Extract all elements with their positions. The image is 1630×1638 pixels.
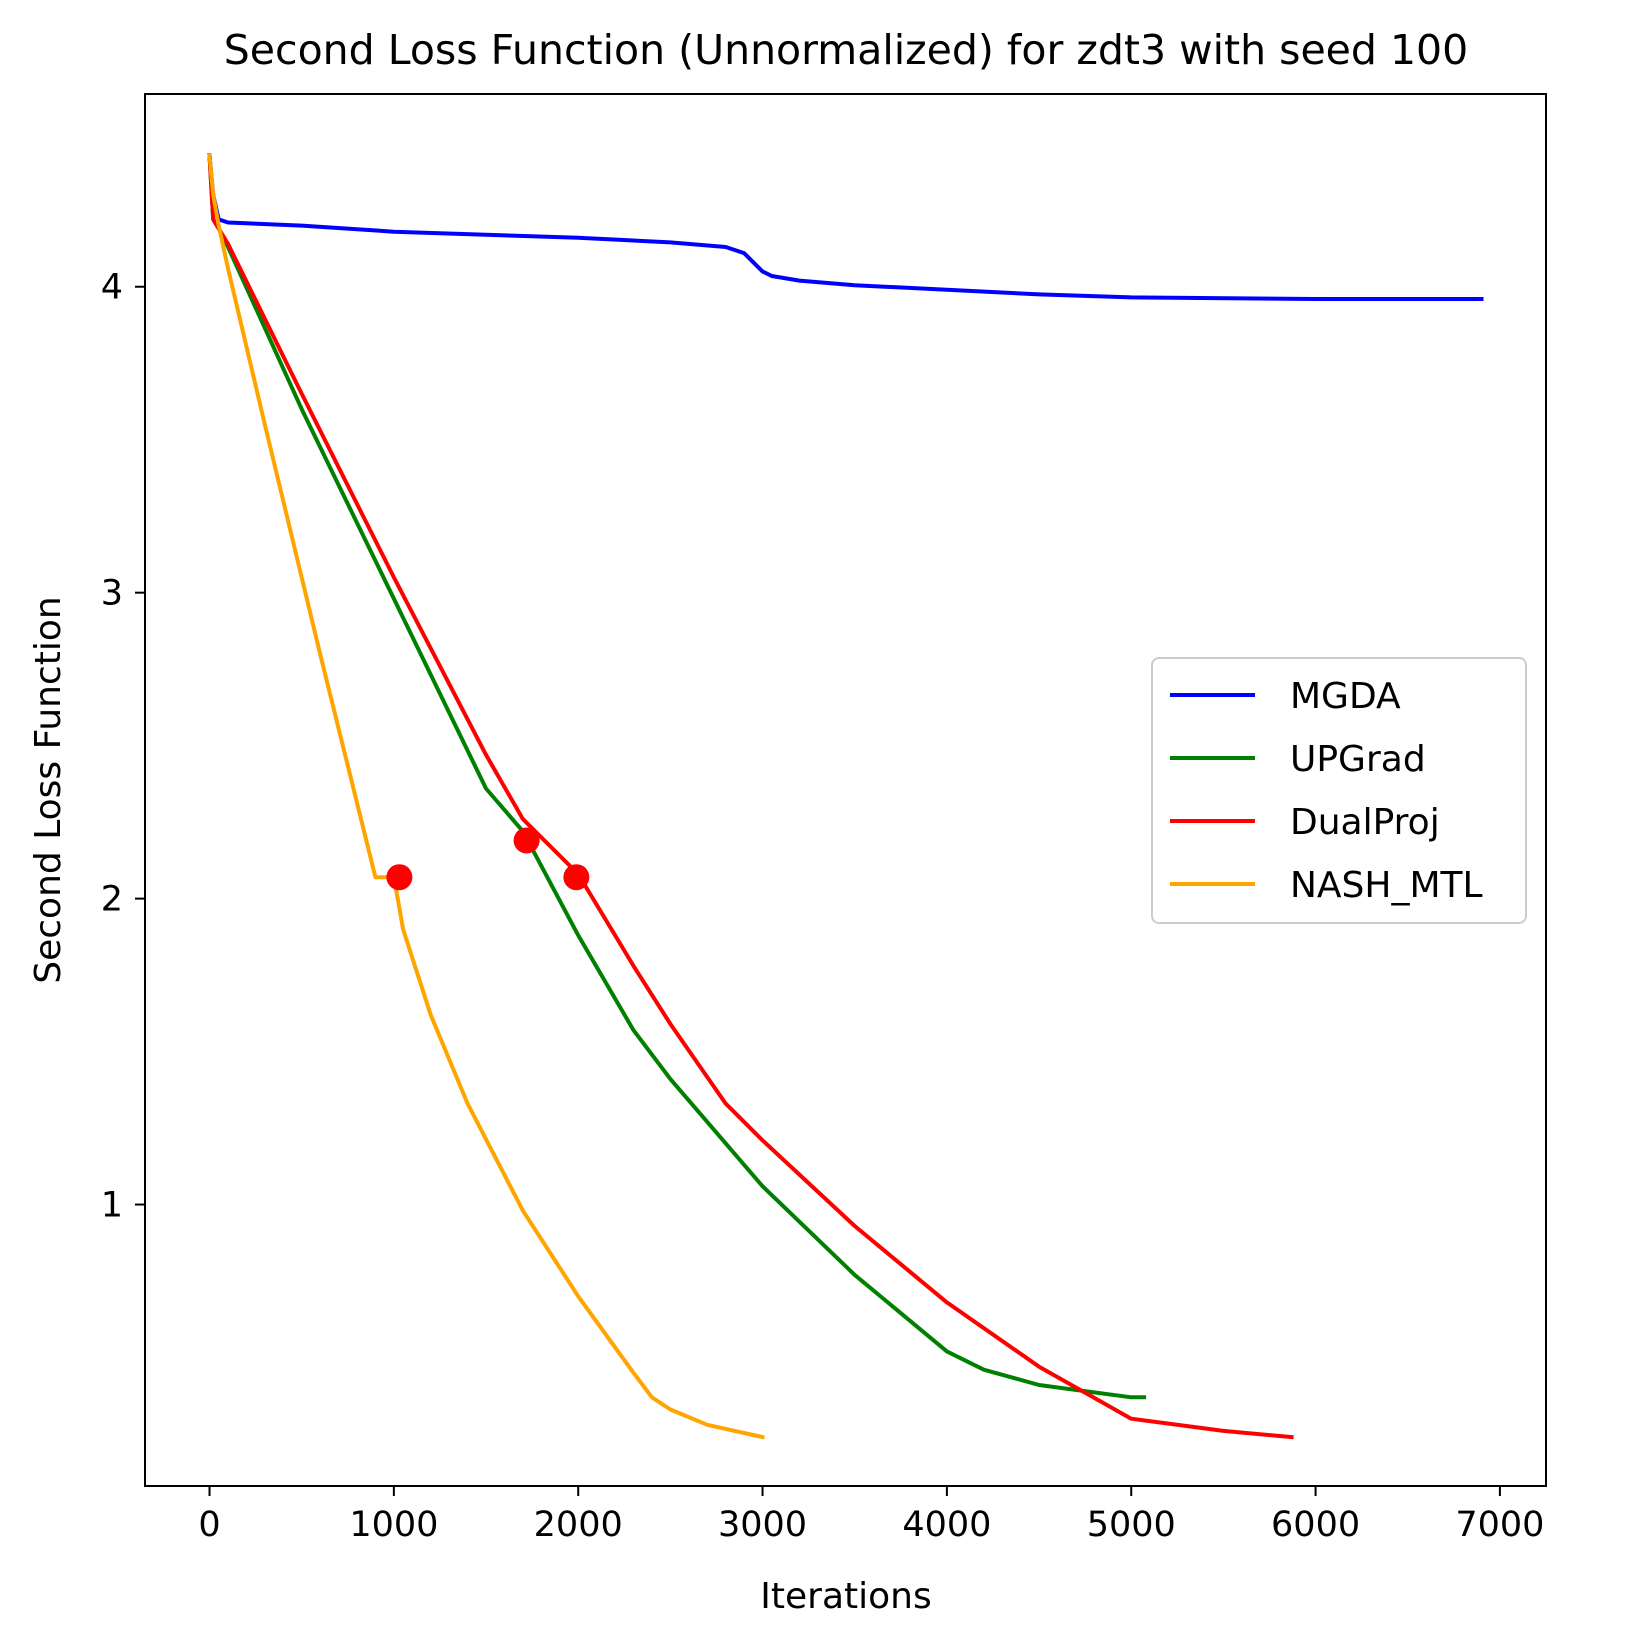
chart-title: Second Loss Function (Unnormalized) for … (224, 26, 1468, 74)
y-tick-label: 3 (101, 574, 123, 614)
x-tick-label: 0 (198, 1505, 220, 1545)
marker-point-3 (563, 864, 590, 891)
series-line-mgda (207, 153, 1484, 301)
series-line-nash-mtl (207, 153, 765, 1440)
x-tick-label: 3000 (718, 1505, 807, 1545)
series-layer (207, 153, 1484, 1440)
legend: MGDA UPGrad DualProj NASH_MTL (1151, 657, 1527, 924)
marker-layer (386, 827, 590, 891)
legend-label-dualproj: DualProj (1290, 802, 1440, 843)
y-tick-label: 2 (101, 880, 123, 920)
x-tick-label: 1000 (349, 1505, 438, 1545)
marker-point-2 (513, 827, 540, 854)
y-tick-label: 4 (101, 268, 123, 308)
x-tick-label: 2000 (534, 1505, 623, 1545)
x-axis-ticks: 0 1000 2000 3000 4000 5000 6000 7000 (198, 1486, 1544, 1545)
x-tick-label: 7000 (1455, 1505, 1544, 1545)
x-axis-label: Iterations (760, 1576, 931, 1617)
y-axis-ticks: 1 2 3 4 (101, 268, 145, 1226)
y-tick-label: 1 (101, 1186, 123, 1226)
legend-frame (1151, 657, 1527, 924)
x-tick-label: 5000 (1087, 1505, 1176, 1545)
x-tick-label: 4000 (902, 1505, 991, 1545)
marker-point-1 (386, 864, 413, 891)
legend-label-mgda: MGDA (1290, 676, 1401, 717)
x-tick-label: 6000 (1271, 1505, 1360, 1545)
series-line-dualproj (207, 153, 1294, 1440)
y-axis-label: Second Loss Function (28, 596, 69, 983)
legend-label-upgrad: UPGrad (1290, 739, 1426, 780)
plot-frame (144, 93, 1547, 1487)
legend-label-nash-mtl: NASH_MTL (1290, 865, 1483, 906)
